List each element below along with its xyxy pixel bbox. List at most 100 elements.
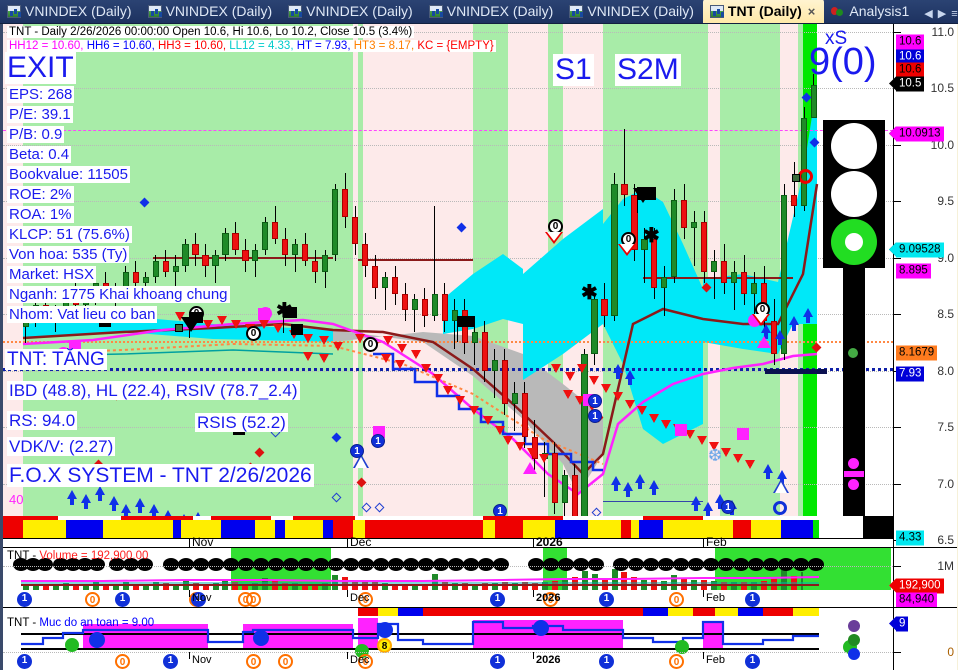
candle[interactable] <box>651 24 658 547</box>
candle[interactable] <box>332 24 339 547</box>
candle[interactable] <box>611 24 618 547</box>
candle[interactable] <box>541 24 548 547</box>
candle[interactable] <box>691 24 698 547</box>
axis-value-badge[interactable]: 8.895 <box>896 263 931 279</box>
axis-value-badge[interactable]: 10.5 <box>888 76 925 92</box>
candle[interactable] <box>302 24 309 547</box>
candle[interactable] <box>132 24 139 547</box>
candle[interactable] <box>481 24 488 547</box>
candle[interactable] <box>362 24 369 547</box>
candle[interactable] <box>142 24 149 547</box>
candle[interactable] <box>212 24 219 547</box>
candle[interactable] <box>381 24 389 547</box>
candle[interactable] <box>601 24 608 547</box>
price-axis[interactable]: 11.0 10.5 10.0 9.5 9.0 8.5 8.0 7.5 7.0 6.5 10.6 10.… <box>888 24 957 547</box>
candle[interactable] <box>372 24 379 547</box>
candle[interactable] <box>441 24 449 547</box>
candle[interactable] <box>561 24 568 547</box>
candle[interactable] <box>342 24 349 547</box>
candle[interactable] <box>591 24 598 547</box>
candle[interactable] <box>721 24 728 547</box>
candle[interactable] <box>641 24 648 547</box>
close-icon[interactable]: × <box>807 3 816 19</box>
candle[interactable] <box>461 24 468 547</box>
candle[interactable] <box>252 24 259 547</box>
candle[interactable] <box>741 24 748 547</box>
candle[interactable] <box>731 24 738 547</box>
candle[interactable] <box>701 24 708 547</box>
candle[interactable] <box>262 24 269 547</box>
prev-tab-icon[interactable]: ◀ <box>924 8 933 20</box>
candle[interactable] <box>790 24 798 547</box>
candle[interactable] <box>671 24 678 547</box>
candle[interactable] <box>162 24 169 547</box>
tab-analysis1-6[interactable]: Analysis1 <box>824 0 918 23</box>
tab-menu-icon[interactable]: ≡ <box>951 7 958 20</box>
candle[interactable] <box>491 24 498 547</box>
axis-value-badge[interactable]: 9 <box>888 616 909 632</box>
candle[interactable] <box>780 24 788 547</box>
candle[interactable] <box>681 24 688 547</box>
tab-nav-controls[interactable]: ◀ ▶ ≡ <box>918 7 958 23</box>
volume-pane[interactable]: TNT - Volume = 192,900.001010100101010No… <box>3 547 957 608</box>
axis-value-badge[interactable]: 10.6 <box>896 62 925 78</box>
candle[interactable] <box>621 24 628 547</box>
candle[interactable] <box>711 24 718 547</box>
candle[interactable] <box>352 24 359 547</box>
candle[interactable] <box>242 24 249 547</box>
volume-plot-area[interactable]: TNT - Volume = 192,900.001010100101010No… <box>3 548 893 608</box>
axis-value-badge[interactable]: 192,900 <box>889 578 944 594</box>
axis-value-badge[interactable]: 10.6 <box>896 34 925 50</box>
tab-vnindex-daily-0[interactable]: VNINDEX (Daily) <box>0 0 141 23</box>
candle[interactable] <box>272 24 279 547</box>
candle[interactable] <box>401 24 409 547</box>
tab-vnindex-daily-1[interactable]: VNINDEX (Daily) <box>141 0 282 23</box>
candle[interactable] <box>292 24 299 547</box>
axis-value-badge[interactable]: 84,940 <box>896 592 938 608</box>
candle[interactable] <box>391 24 399 547</box>
candle[interactable] <box>751 24 758 547</box>
axis-value-badge[interactable]: 9.09528 <box>889 242 944 258</box>
candle[interactable] <box>511 24 518 547</box>
candle[interactable] <box>182 24 189 547</box>
axis-value-badge[interactable]: 10.6 <box>896 49 925 65</box>
candle[interactable] <box>431 24 439 547</box>
price-plot-area[interactable]: ✱✱✱❆❆❆0000001111111111EXITS1S2MEPS: 268P… <box>3 24 893 547</box>
candle[interactable] <box>282 24 289 547</box>
candle[interactable] <box>501 24 508 547</box>
axis-value-badge[interactable]: 7.93 <box>896 366 925 382</box>
price-pane[interactable]: ✱✱✱❆❆❆0000001111111111EXITS1S2MEPS: 268P… <box>3 24 957 547</box>
candle[interactable] <box>531 24 538 547</box>
tab-vnindex-daily-4[interactable]: VNINDEX (Daily) <box>562 0 703 23</box>
candle[interactable] <box>312 24 319 547</box>
candle[interactable] <box>322 24 329 547</box>
axis-value-badge[interactable]: 10.0913 <box>889 126 944 142</box>
candle[interactable] <box>172 24 179 547</box>
next-tab-icon[interactable]: ▶ <box>937 8 947 20</box>
candle[interactable] <box>421 24 429 547</box>
volume-axis[interactable]: 1M 192,900 84,940 <box>889 548 957 608</box>
candle[interactable] <box>521 24 528 547</box>
candle[interactable] <box>661 24 668 547</box>
tab-vnindex-daily-2[interactable]: VNINDEX (Daily) <box>281 0 422 23</box>
candle[interactable] <box>571 24 578 547</box>
tab-vnindex-daily-3[interactable]: VNINDEX (Daily) <box>422 0 563 23</box>
axis-value-badge[interactable]: 4.33 <box>896 530 925 546</box>
candle[interactable] <box>551 24 558 547</box>
candle[interactable] <box>232 24 239 547</box>
candle[interactable] <box>192 24 199 547</box>
candle[interactable] <box>451 24 458 547</box>
axis-value-badge[interactable]: 8.1679 <box>896 345 938 361</box>
tab-tnt-daily-5[interactable]: TNT (Daily) × <box>702 0 825 23</box>
safety-indicator-pane[interactable]: 8 TNT - Muc do an toan = 9.00 1 0 1 0 0 1 1 0 1 0 No… <box>3 607 957 670</box>
candle[interactable] <box>800 24 808 547</box>
candle[interactable] <box>471 24 478 547</box>
safety-plot-area[interactable]: 8 TNT - Muc do an toan = 9.00 1 0 1 0 0 1 1 0 1 0 No… <box>3 608 893 670</box>
candle[interactable] <box>222 24 229 547</box>
candle[interactable] <box>631 24 638 547</box>
candle[interactable] <box>411 24 419 547</box>
candle[interactable] <box>152 24 159 547</box>
candle[interactable] <box>810 24 818 547</box>
candle[interactable] <box>202 24 209 547</box>
